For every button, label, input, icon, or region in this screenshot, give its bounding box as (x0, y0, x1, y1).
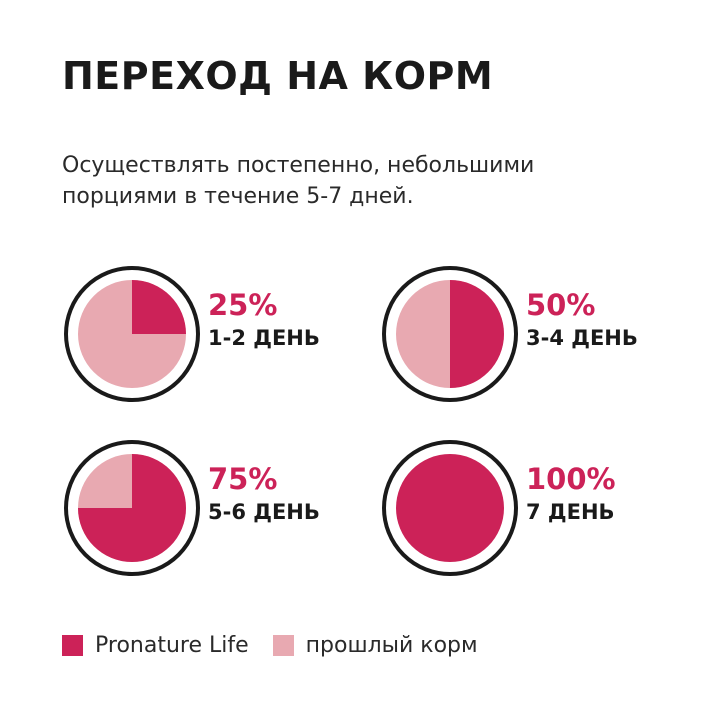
subtitle: Осуществлять постепенно, небольшими порц… (62, 150, 622, 212)
legend-swatch-old-food (272, 634, 294, 656)
pie-day-label: 3-4 ДЕНЬ (526, 326, 638, 350)
legend-swatch-new-food (62, 634, 83, 656)
pie-day-label: 7 ДЕНЬ (526, 500, 615, 524)
pie-block-day-1-2: 25% 1-2 ДЕНЬ (62, 264, 362, 404)
pie-chart-4 (382, 440, 518, 576)
pie-percent-label: 100% (526, 462, 616, 496)
pie-slice-new-food (78, 454, 186, 562)
pie-day-label: 1-2 ДЕНЬ (208, 326, 320, 350)
pie-percent-label: 50% (526, 288, 596, 322)
pie-block-day-3-4: 50% 3-4 ДЕНЬ (380, 264, 680, 404)
legend-item-new-food: Pronature Life (62, 633, 249, 658)
legend-label-new-food: Pronature Life (95, 632, 249, 658)
pie-slice-new-food (450, 280, 504, 388)
pie-percent-label: 25% (208, 288, 278, 322)
pie-slice-new-food (396, 454, 504, 562)
pie-chart-1 (64, 266, 200, 402)
pie-day-label: 5-6 ДЕНЬ (208, 500, 320, 524)
pie-chart-2 (382, 266, 518, 402)
legend: Pronature Life прошлый корм (62, 630, 502, 660)
pie-chart-3 (64, 440, 200, 576)
page-title: ПЕРЕХОД НА КОРМ (62, 54, 494, 98)
pie-block-day-7: 100% 7 ДЕНЬ (380, 438, 680, 578)
pie-slice-new-food (132, 280, 186, 334)
pie-percent-label: 75% (208, 462, 278, 496)
legend-label-old-food: прошлый корм (305, 632, 478, 658)
legend-item-old-food: прошлый корм (272, 632, 478, 658)
subtitle-line-2: порциями в течение 5-7 дней. (62, 184, 414, 209)
subtitle-line-1: Осуществлять постепенно, небольшими (62, 153, 535, 178)
pie-block-day-5-6: 75% 5-6 ДЕНЬ (62, 438, 362, 578)
